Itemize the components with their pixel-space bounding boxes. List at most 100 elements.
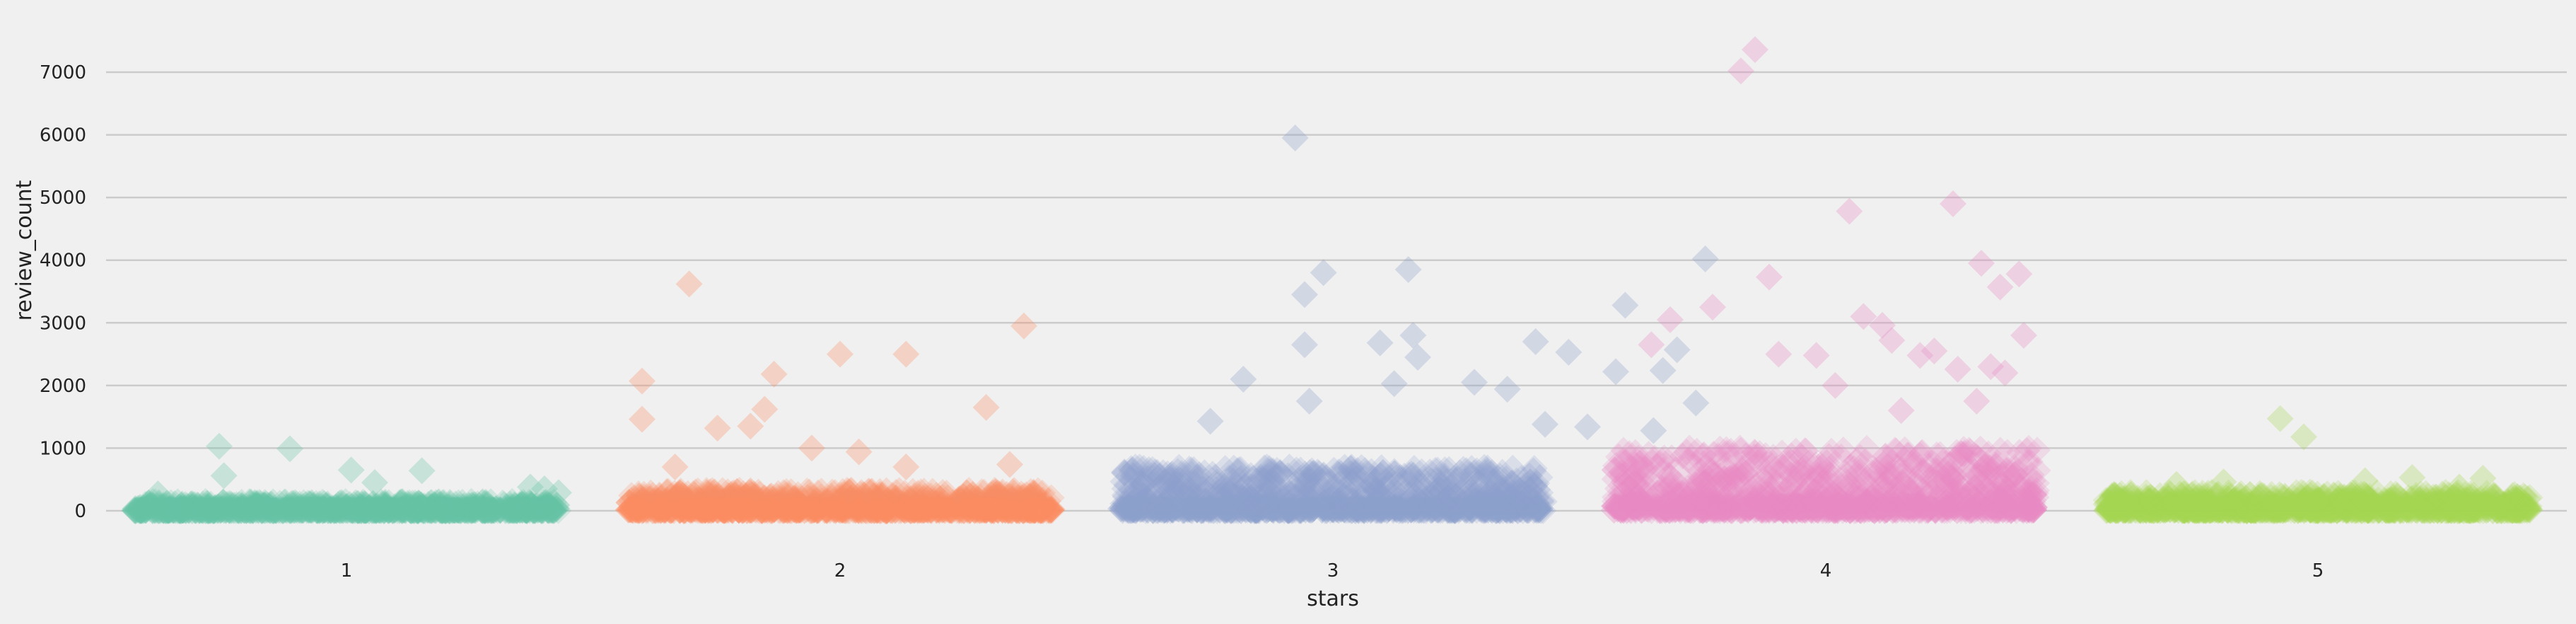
data-point [197, 495, 225, 522]
data-point [426, 493, 454, 521]
data-point [416, 493, 443, 521]
data-point [489, 489, 516, 516]
data-point [368, 488, 395, 516]
data-point [307, 496, 334, 524]
data-point [182, 495, 209, 523]
data-point [251, 497, 279, 524]
data-point [519, 497, 547, 524]
data-point [462, 495, 490, 523]
data-point [189, 490, 216, 518]
data-point [146, 493, 174, 521]
data-point [535, 492, 563, 519]
data-point [204, 497, 231, 524]
data-point [251, 492, 279, 519]
data-point [228, 494, 256, 521]
data-point [128, 497, 156, 524]
data-point [171, 495, 199, 522]
data-point [279, 492, 307, 519]
data-point [419, 497, 447, 524]
data-point [202, 495, 229, 523]
data-point [256, 497, 284, 524]
data-point [181, 495, 209, 522]
data-point [281, 495, 308, 523]
data-point [362, 496, 390, 524]
data-point [450, 492, 477, 520]
data-point [428, 497, 455, 524]
data-point [297, 497, 325, 524]
data-point [533, 495, 561, 523]
data-point [248, 497, 276, 524]
data-point [145, 497, 173, 524]
data-point [317, 496, 344, 524]
data-point [214, 495, 241, 523]
data-point [501, 495, 529, 523]
data-point [325, 497, 353, 524]
data-point [391, 495, 419, 523]
data-point [407, 495, 435, 523]
data-point [496, 497, 524, 524]
data-point [389, 490, 416, 518]
data-point [340, 491, 368, 519]
data-point [296, 490, 324, 518]
data-point [241, 490, 269, 517]
data-point [133, 490, 161, 518]
data-point [139, 492, 166, 519]
data-point [175, 493, 202, 521]
data-point [371, 488, 399, 516]
data-point [462, 493, 489, 521]
data-point [517, 490, 544, 518]
data-point [168, 495, 195, 522]
data-point [404, 497, 432, 524]
data-point [194, 490, 221, 517]
data-point [412, 497, 439, 524]
data-point [401, 494, 429, 521]
data-point [500, 493, 528, 521]
data-point [298, 490, 326, 518]
data-point [457, 497, 485, 524]
data-point [194, 497, 222, 524]
data-point [501, 491, 528, 519]
data-point [386, 497, 414, 524]
data-point [315, 497, 342, 524]
data-point [260, 497, 288, 524]
data-point [518, 492, 545, 520]
data-point [197, 497, 225, 524]
data-point [507, 490, 535, 517]
data-point [207, 496, 235, 524]
data-point [203, 493, 231, 521]
data-point [209, 492, 237, 519]
data-point [347, 497, 375, 524]
data-point [537, 494, 564, 521]
data-point [409, 497, 437, 524]
data-point [486, 496, 514, 524]
data-point [366, 496, 394, 524]
data-point [464, 490, 491, 518]
data-point [132, 494, 159, 521]
data-point [186, 497, 214, 524]
data-point [415, 496, 443, 524]
data-point [453, 497, 480, 524]
data-point [250, 492, 278, 519]
data-point [383, 494, 411, 521]
data-point [477, 493, 505, 521]
data-point [304, 495, 332, 522]
data-point [425, 487, 453, 515]
data-point [460, 496, 488, 524]
data-point [333, 493, 361, 521]
data-point [141, 496, 169, 524]
data-point [371, 497, 398, 524]
data-point [218, 493, 245, 521]
data-point [305, 490, 333, 518]
data-point [146, 490, 173, 517]
data-point [218, 492, 246, 519]
data-point [236, 497, 264, 524]
data-point [339, 497, 367, 524]
data-point [167, 496, 194, 524]
data-point [289, 492, 317, 520]
data-point [444, 496, 472, 524]
data-point [389, 487, 416, 515]
data-point [251, 489, 279, 516]
data-point [173, 492, 201, 519]
data-point [303, 490, 330, 517]
data-point [220, 497, 247, 524]
